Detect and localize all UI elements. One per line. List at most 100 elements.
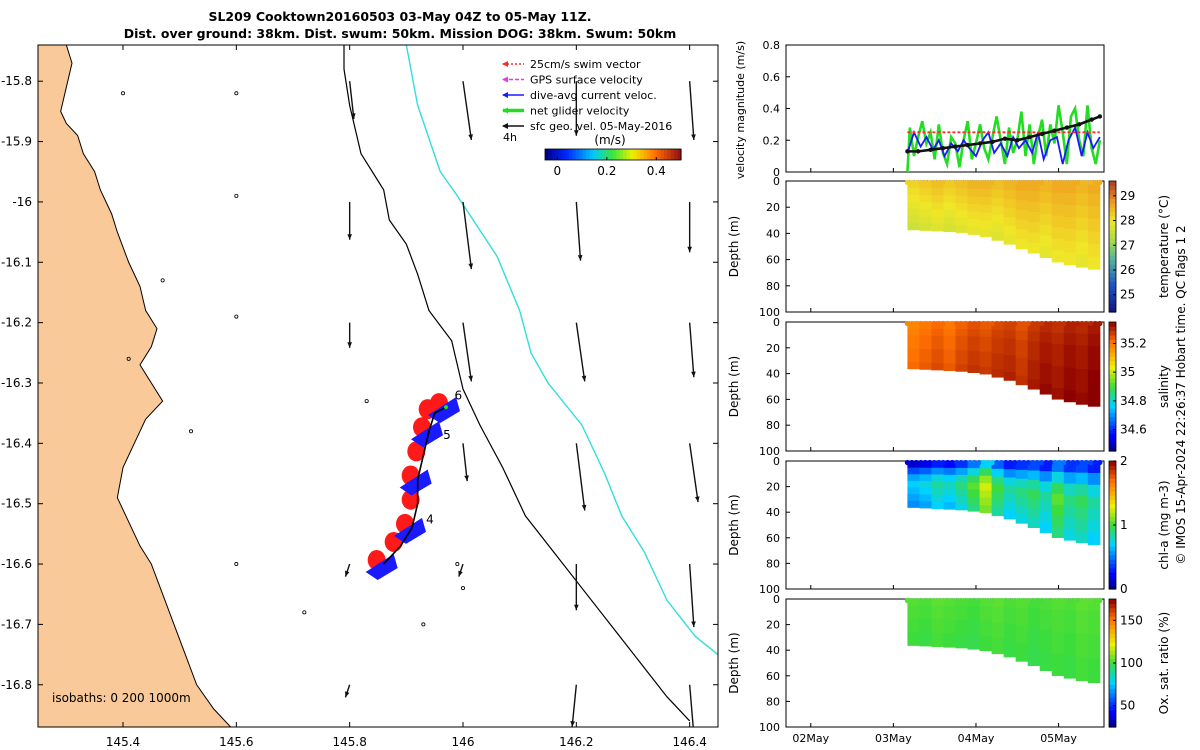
- section-cell: [1039, 619, 1053, 631]
- section-cell: [1087, 334, 1101, 347]
- velocity-y-tick-label: 0.4: [763, 103, 781, 116]
- section-profile-dot: [985, 597, 991, 604]
- section-y-tick-label: 0: [773, 593, 780, 606]
- geostrophic-arrow: [344, 684, 351, 698]
- section-cell: [943, 195, 957, 204]
- section-profile-dot: [985, 459, 991, 466]
- island: [126, 356, 131, 361]
- section-colorbar-cell: [1109, 624, 1116, 630]
- section-y-tick-label: 20: [766, 201, 780, 214]
- section-cell: [1039, 481, 1053, 493]
- section-cell: [1063, 240, 1077, 254]
- section-colorbar-cell: [1109, 705, 1116, 711]
- section-cell: [991, 231, 1005, 241]
- section-cell: [1087, 484, 1101, 498]
- section-cell: [1015, 200, 1029, 211]
- time-x-tick-label: 02May: [792, 732, 829, 745]
- geostrophic-arrow: [688, 563, 696, 628]
- section-cell: [1075, 357, 1089, 370]
- section-colorbar-label: chl-a (mg m-3): [1157, 480, 1171, 569]
- legend-arrowhead: [502, 92, 508, 98]
- section-cell: [919, 494, 932, 502]
- legend-entry: 25cm/s swim vector: [502, 58, 641, 71]
- section-cell: [1063, 204, 1077, 218]
- section-cell: [919, 612, 932, 620]
- section-cell: [1075, 507, 1089, 520]
- section-profile-dot: [963, 179, 969, 186]
- section-cell: [967, 634, 981, 643]
- section-colorbar-cell: [1109, 469, 1116, 475]
- geostrophic-arrow: [573, 564, 579, 611]
- section-cell: [991, 337, 1005, 347]
- section-profile-dot: [1092, 320, 1098, 327]
- section-profile-dot: [1034, 320, 1040, 327]
- section-cell: [967, 365, 981, 373]
- map-y-tick-label: -16.1: [1, 255, 32, 269]
- section-colorbar-cell: [1109, 697, 1116, 702]
- section-cell: [1075, 633, 1089, 647]
- section-profile-dot: [1061, 459, 1067, 466]
- map-y-tick-label: -16.6: [1, 557, 32, 571]
- section-cell: [1003, 371, 1017, 381]
- map-frame: [37, 44, 719, 728]
- legend-arrowhead: [502, 107, 508, 114]
- velocity-series-point: [928, 147, 933, 152]
- section-cell: [1075, 345, 1089, 358]
- section-cell: [1039, 213, 1053, 226]
- section-cell: [1003, 623, 1017, 633]
- section-colorbar-cell: [1109, 525, 1116, 530]
- section-cell: [979, 204, 993, 214]
- section-profile-dot: [980, 179, 987, 186]
- velocity-series-point: [940, 145, 946, 151]
- section-profile-dot: [927, 597, 933, 604]
- island: [121, 91, 126, 96]
- section-cell: [931, 349, 945, 357]
- section-cell: [907, 328, 920, 336]
- section-cell: [1051, 631, 1065, 644]
- section-cell: [919, 467, 932, 475]
- section-colorbar-tick-label: 100: [1120, 656, 1143, 670]
- section-cell: [1063, 252, 1077, 266]
- section-cell: [1027, 470, 1041, 481]
- section-cell: [1003, 485, 1017, 495]
- section-colorbar-cell: [1109, 194, 1116, 200]
- section-cell: [931, 612, 945, 620]
- section-profile-dot: [1030, 459, 1036, 466]
- section-cell: [1039, 342, 1053, 354]
- geostrophic-arrow: [688, 684, 694, 727]
- section-cell: [967, 620, 981, 629]
- section-profile-dot: [989, 320, 996, 327]
- section-cell: [1039, 650, 1053, 661]
- section-profile-dot: [1039, 597, 1045, 604]
- section-colorbar-cell: [1109, 641, 1116, 647]
- section-cell: [1087, 231, 1101, 245]
- section-profile-dot: [958, 320, 964, 327]
- section-profile-dot: [1039, 320, 1045, 327]
- section-colorbar-cell: [1109, 330, 1116, 336]
- map-y-tick-label: -16.4: [1, 436, 32, 450]
- section-y-tick-label: 100: [759, 306, 780, 319]
- section-cell: [955, 336, 969, 344]
- section-cell: [967, 188, 981, 197]
- section-colorbar-cell: [1109, 382, 1116, 388]
- section-colorbar-cell: [1109, 529, 1116, 535]
- section-cell: [1015, 375, 1029, 386]
- section-cell: [1075, 230, 1089, 244]
- map-inner: [38, 45, 718, 727]
- section-profile-dot: [1012, 320, 1018, 327]
- section-profile-dot: [1016, 459, 1022, 466]
- section-cell: [955, 481, 969, 490]
- velocity-series-point: [1027, 134, 1032, 140]
- section-cell: [1075, 622, 1089, 635]
- section-profile-dot: [976, 179, 982, 186]
- section-cell: [1087, 370, 1101, 383]
- section-colorbar-cell: [1109, 473, 1116, 479]
- section-cell: [1087, 243, 1101, 258]
- section-cell: [931, 626, 945, 634]
- section-cell: [1015, 229, 1029, 240]
- section-cell: [1039, 352, 1053, 364]
- section-colorbar-cell: [1109, 658, 1116, 664]
- section-cell: [931, 216, 945, 225]
- section-y-tick-label: 40: [766, 227, 780, 240]
- section-cell: [1015, 181, 1029, 192]
